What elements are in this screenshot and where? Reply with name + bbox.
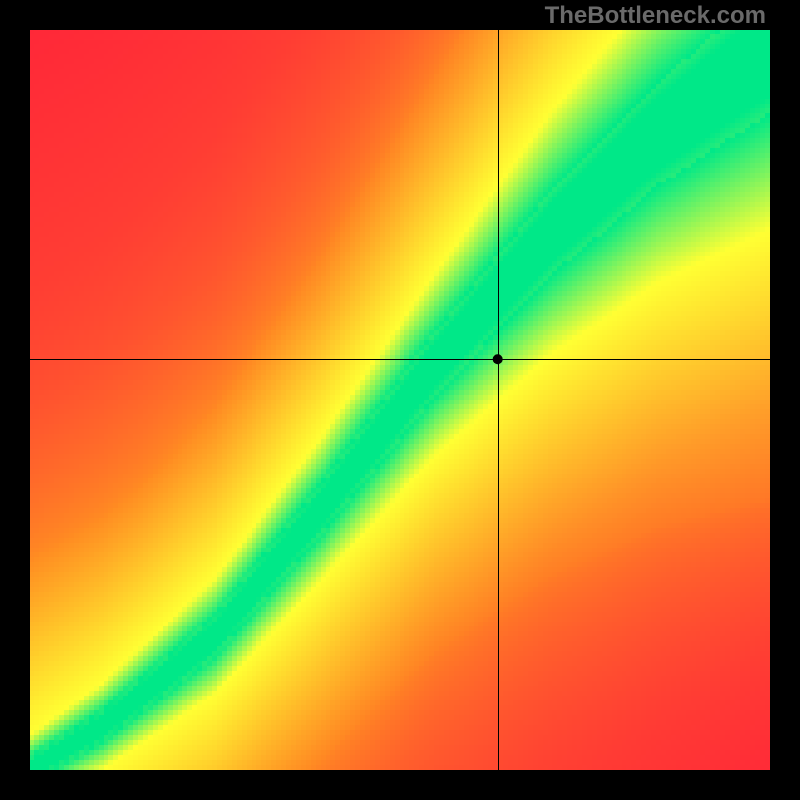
watermark-text: TheBottleneck.com (545, 2, 766, 30)
chart-container: TheBottleneck.com (0, 0, 800, 800)
bottleneck-heatmap (30, 30, 770, 770)
